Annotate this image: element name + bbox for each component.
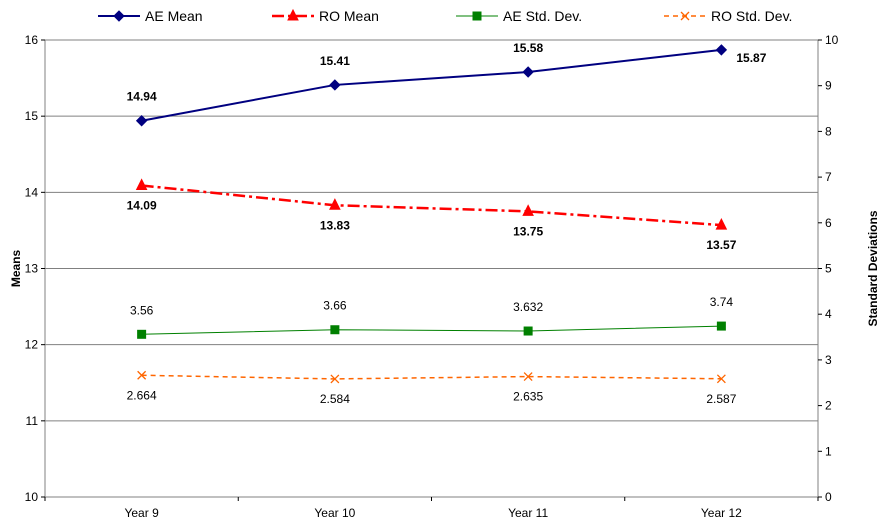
- data-label-ro-mean: 13.57: [706, 238, 736, 252]
- left-tick-label: 13: [25, 262, 39, 276]
- y-right-axis-title: Standard Deviations: [866, 210, 880, 326]
- data-label-ro-mean: 14.09: [127, 198, 157, 212]
- data-label-ae-mean: 15.41: [320, 54, 350, 68]
- marker-stroke: [523, 372, 533, 382]
- x-tick-label: Year 11: [508, 506, 548, 520]
- right-tick-label: 3: [825, 353, 832, 367]
- marker-stroke: [330, 374, 340, 384]
- marker-stroke: [716, 374, 726, 384]
- left-tick-label: 16: [25, 33, 39, 47]
- grid-layer: [45, 39, 818, 498]
- right-tick-label: 2: [825, 399, 832, 413]
- series-line-ae-std-dev: [141, 325, 722, 335]
- data-point-ro-mean: [522, 204, 534, 216]
- x-tick-label: Year 10: [314, 506, 355, 520]
- data-label-ro-std-dev: 2.587: [706, 392, 736, 406]
- legend-marker-ae-mean: [113, 10, 125, 22]
- data-label-ae-mean: 15.87: [736, 51, 766, 65]
- series-line-ro-std-dev: [141, 374, 722, 380]
- y-left-axis-title: Means: [9, 250, 23, 288]
- legend-marker-ro-mean: [287, 8, 299, 21]
- data-label-ae-std-dev: 3.632: [513, 300, 543, 314]
- data-label-ae-std-dev: 3.56: [130, 303, 154, 317]
- legend-label-ro-std-dev: RO Std. Dev.: [711, 8, 792, 24]
- data-point-ae-std-dev: [137, 329, 147, 339]
- legend-marker-ae-std-dev: [472, 11, 482, 21]
- data-point-ro-mean: [135, 178, 148, 190]
- data-point-ro-mean: [715, 217, 728, 230]
- right-tick-label: 10: [825, 33, 839, 47]
- data-label-ae-mean: 14.94: [127, 90, 157, 104]
- data-point-ro-mean: [329, 198, 341, 210]
- data-point-ro-std-dev: [716, 374, 726, 384]
- left-tick-label: 15: [25, 109, 39, 123]
- data-label-ro-std-dev: 2.635: [513, 390, 543, 404]
- series-line-ae-mean: [141, 48, 722, 122]
- legend-label-ae-std-dev: AE Std. Dev.: [503, 8, 582, 24]
- legend: AE Mean RO Mean AE Std. Dev. RO Std. Dev.: [98, 8, 792, 24]
- right-tick-label: 6: [825, 216, 832, 230]
- series-line-ro-mean: [141, 184, 722, 227]
- data-label-ae-mean: 15.58: [513, 41, 543, 55]
- x-tick-label: Year 9: [124, 506, 159, 520]
- right-tick-label: 7: [825, 170, 832, 184]
- data-label-ro-std-dev: 2.584: [320, 392, 350, 406]
- x-tick-label: Year 12: [701, 506, 742, 520]
- data-point-ae-mean: [715, 44, 728, 56]
- data-point-ae-std-dev: [523, 326, 533, 336]
- data-label-ae-std-dev: 3.66: [323, 299, 347, 313]
- data-point-ae-mean: [522, 66, 534, 78]
- data-point-ae-mean: [135, 115, 148, 127]
- marker-stroke: [680, 11, 690, 21]
- data-point-ae-std-dev: [716, 321, 726, 331]
- left-tick-label: 11: [26, 414, 39, 428]
- right-tick-label: 1: [825, 444, 832, 458]
- data-point-ae-mean: [329, 79, 341, 91]
- data-label-ro-mean: 13.75: [513, 224, 543, 238]
- left-tick-label: 10: [25, 490, 39, 504]
- right-tick-label: 9: [825, 79, 832, 93]
- data-point-ro-std-dev: [523, 372, 533, 382]
- data-point-ro-std-dev: [137, 370, 147, 380]
- label-layer: 14.94 15.41 15.58 15.87 14.09 13.83 13.75 13.57…: [127, 41, 767, 406]
- right-tick-label: 8: [825, 124, 832, 138]
- data-label-ro-std-dev: 2.664: [127, 388, 157, 402]
- right-tick-label: 5: [825, 262, 832, 276]
- right-tick-label: 4: [825, 307, 832, 321]
- legend-label-ae-mean: AE Mean: [145, 8, 203, 24]
- marker-stroke: [137, 370, 147, 380]
- series-layer: [135, 44, 728, 384]
- legend-marker-ro-std-dev: [680, 11, 690, 21]
- data-point-ro-std-dev: [330, 374, 340, 384]
- data-label-ro-mean: 13.83: [320, 218, 350, 232]
- right-tick-label: 0: [825, 490, 832, 504]
- data-point-ae-std-dev: [330, 325, 340, 335]
- left-tick-label: 14: [25, 185, 39, 199]
- legend-label-ro-mean: RO Mean: [319, 8, 379, 24]
- left-tick-label: 12: [25, 338, 39, 352]
- data-label-ae-std-dev: 3.74: [710, 295, 734, 309]
